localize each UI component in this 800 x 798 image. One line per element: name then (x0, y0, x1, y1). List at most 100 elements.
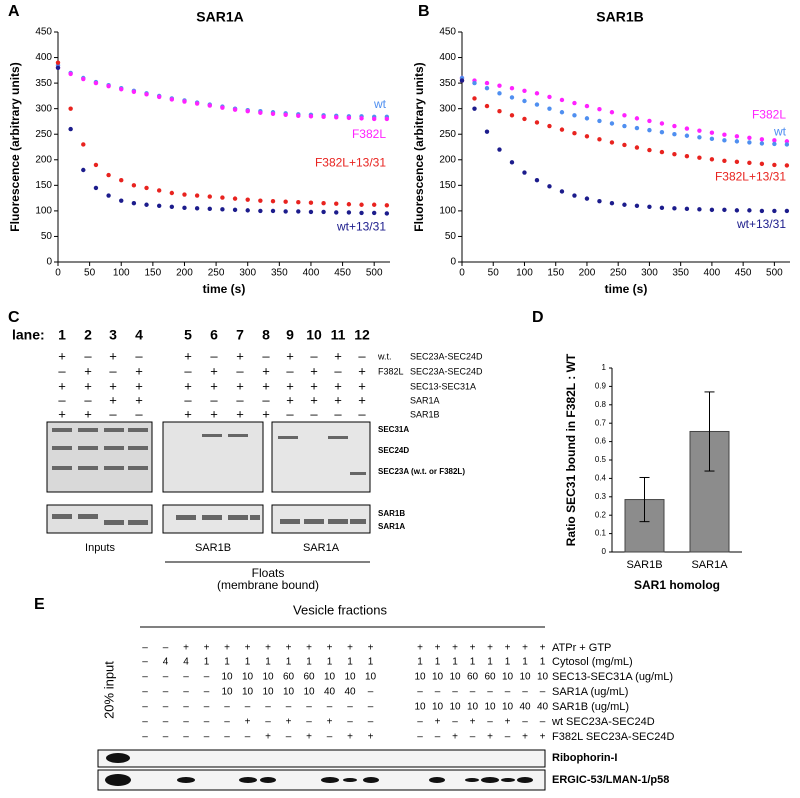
cell: 4 (183, 657, 189, 668)
cell: 10 (414, 672, 426, 683)
cell: – (452, 687, 458, 698)
y-tick-label: 0.5 (595, 455, 607, 464)
data-point (559, 127, 565, 132)
cell: 10 (242, 672, 254, 683)
data-point (296, 200, 301, 205)
data-point (207, 206, 212, 212)
cell: + (306, 643, 312, 654)
cell: + (347, 732, 353, 743)
x-tick-label: 150 (145, 268, 162, 279)
cell: 1 (204, 657, 210, 668)
cell: 10 (221, 672, 233, 683)
data-point (296, 113, 301, 119)
cell: + (204, 643, 210, 654)
row-name: SAR1B (ug/mL) (552, 701, 629, 713)
data-point (334, 115, 339, 120)
y-tick-label: 0.2 (595, 510, 607, 519)
data-point (697, 155, 702, 160)
y-tick-label: 250 (439, 129, 456, 140)
cell: – (163, 732, 169, 743)
cell: – (347, 702, 353, 713)
x-tick-label: 50 (488, 268, 500, 279)
data-point (81, 167, 86, 173)
y-tick-label: 150 (439, 180, 456, 191)
lane-number: 9 (286, 327, 294, 343)
gel-label: SEC24D (378, 446, 409, 455)
cell: + (236, 378, 244, 393)
cell: 1 (224, 657, 230, 668)
data-point (93, 80, 99, 86)
cell: + (368, 732, 374, 743)
cell: – (522, 687, 528, 698)
data-point (747, 135, 752, 140)
cell: 1 (417, 657, 423, 668)
band (104, 428, 124, 432)
data-point (772, 162, 777, 168)
cell: + (435, 643, 441, 654)
data-point (245, 109, 250, 114)
data-point (784, 208, 790, 214)
cell: + (435, 717, 441, 728)
data-point (459, 78, 465, 83)
y-tick-label: 1 (602, 363, 607, 372)
cell: – (540, 717, 546, 728)
data-point (509, 86, 515, 91)
cell: – (183, 717, 189, 728)
band (52, 466, 72, 470)
data-point (119, 198, 124, 203)
data-point (734, 134, 740, 139)
lane-number: 12 (354, 327, 370, 343)
data-point (634, 145, 640, 150)
y-tick-label: 300 (35, 103, 52, 114)
cell: + (522, 732, 528, 743)
cell: – (109, 363, 117, 378)
cell: + (183, 643, 189, 654)
data-point (484, 103, 490, 109)
cell: – (163, 643, 169, 654)
cell: + (135, 363, 143, 378)
data-point (634, 203, 640, 208)
y-tick-label: 450 (439, 27, 456, 38)
cell: – (135, 348, 143, 363)
data-point (722, 207, 727, 213)
cell: 60 (467, 672, 479, 683)
data-point (106, 83, 111, 89)
header: Vesicle fractions (293, 602, 387, 617)
cell: + (265, 643, 271, 654)
data-point (359, 116, 364, 121)
row-name: SEC23A-SEC24D (410, 351, 483, 361)
x-tick-label: 100 (113, 268, 130, 279)
gel (162, 421, 264, 493)
y-tick-label: 300 (439, 103, 456, 114)
cell: 1 (306, 657, 312, 668)
series-label: F382L+13/31 (315, 155, 386, 169)
data-point (772, 138, 777, 143)
cell: – (306, 717, 312, 728)
cell: – (183, 687, 189, 698)
cell: 10 (449, 702, 461, 713)
cell: – (236, 363, 244, 378)
data-point (55, 60, 61, 65)
cell: – (262, 348, 270, 363)
data-point (547, 184, 552, 189)
blot-images (97, 749, 546, 791)
cell: – (368, 687, 374, 698)
data-point (156, 203, 162, 208)
cell: + (224, 643, 230, 654)
cell: + (184, 348, 192, 363)
cell: 1 (522, 657, 528, 668)
band (78, 514, 98, 519)
data-point (522, 116, 527, 122)
y-axis-label: Fluorescence (arbitrary units) (412, 62, 426, 231)
cell: – (142, 732, 148, 743)
data-point (68, 126, 73, 132)
data-point (709, 157, 715, 162)
cell: + (286, 717, 292, 728)
group-label: Inputs (85, 542, 115, 554)
x-tick-label: 150 (547, 268, 564, 279)
cell: + (286, 643, 292, 654)
cell: + (135, 392, 143, 407)
data-point (194, 193, 200, 198)
data-point (220, 195, 225, 200)
